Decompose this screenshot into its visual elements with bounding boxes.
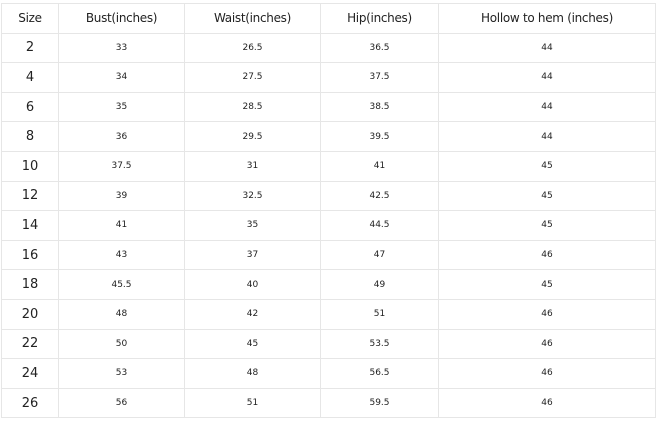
cell-hip: 47 bbox=[320, 239, 439, 271]
cell-hollow-to-hem: 44 bbox=[438, 32, 656, 64]
cell-hip: 59.5 bbox=[320, 387, 439, 419]
cell-size: 10 bbox=[1, 150, 59, 182]
cell-size: 4 bbox=[1, 62, 59, 93]
cell-bust: 34 bbox=[58, 62, 185, 93]
cell-hip: 42.5 bbox=[320, 180, 439, 212]
cell-size: 16 bbox=[1, 239, 59, 271]
cell-hip: 37.5 bbox=[320, 62, 439, 93]
cell-size: 14 bbox=[1, 210, 59, 241]
table-row: 2 33 26.5 36.5 44 bbox=[1, 32, 656, 64]
table-row: 18 45.5 40 49 45 bbox=[1, 269, 656, 300]
column-header-hollow-to-hem: Hollow to hem (inches) bbox=[438, 3, 656, 34]
cell-hip: 56.5 bbox=[320, 358, 439, 389]
cell-bust: 56 bbox=[58, 387, 185, 419]
cell-bust: 48 bbox=[58, 298, 185, 330]
cell-bust: 50 bbox=[58, 328, 185, 360]
header-row: Size Bust(inches) Waist(inches) Hip(inches)… bbox=[1, 3, 656, 34]
size-chart-table: Size Bust(inches) Waist(inches) Hip(inches)… bbox=[1, 3, 656, 419]
cell-hip: 38.5 bbox=[320, 91, 439, 123]
cell-waist: 27.5 bbox=[184, 62, 321, 93]
cell-hollow-to-hem: 44 bbox=[438, 121, 656, 152]
cell-waist: 37 bbox=[184, 239, 321, 271]
cell-hollow-to-hem: 45 bbox=[438, 269, 656, 300]
table-row: 24 53 48 56.5 46 bbox=[1, 358, 656, 389]
table-row: 4 34 27.5 37.5 44 bbox=[1, 62, 656, 93]
table-row: 22 50 45 53.5 46 bbox=[1, 328, 656, 360]
table-row: 6 35 28.5 38.5 44 bbox=[1, 91, 656, 123]
cell-hollow-to-hem: 45 bbox=[438, 180, 656, 212]
cell-waist: 29.5 bbox=[184, 121, 321, 152]
table-row: 20 48 42 51 46 bbox=[1, 298, 656, 330]
table-row: 8 36 29.5 39.5 44 bbox=[1, 121, 656, 152]
cell-waist: 51 bbox=[184, 387, 321, 419]
cell-size: 8 bbox=[1, 121, 59, 152]
cell-hip: 51 bbox=[320, 298, 439, 330]
cell-waist: 48 bbox=[184, 358, 321, 389]
table-row: 16 43 37 47 46 bbox=[1, 239, 656, 271]
cell-bust: 33 bbox=[58, 32, 185, 64]
table-row: 12 39 32.5 42.5 45 bbox=[1, 180, 656, 212]
cell-hollow-to-hem: 44 bbox=[438, 62, 656, 93]
cell-hip: 49 bbox=[320, 269, 439, 300]
cell-size: 24 bbox=[1, 358, 59, 389]
cell-hip: 44.5 bbox=[320, 210, 439, 241]
cell-bust: 41 bbox=[58, 210, 185, 241]
cell-size: 18 bbox=[1, 269, 59, 300]
cell-hollow-to-hem: 45 bbox=[438, 210, 656, 241]
cell-bust: 39 bbox=[58, 180, 185, 212]
cell-waist: 40 bbox=[184, 269, 321, 300]
cell-waist: 42 bbox=[184, 298, 321, 330]
cell-hip: 39.5 bbox=[320, 121, 439, 152]
column-header-size: Size bbox=[1, 3, 59, 34]
cell-hollow-to-hem: 46 bbox=[438, 298, 656, 330]
cell-bust: 45.5 bbox=[58, 269, 185, 300]
cell-waist: 31 bbox=[184, 150, 321, 182]
cell-hollow-to-hem: 46 bbox=[438, 239, 656, 271]
cell-waist: 26.5 bbox=[184, 32, 321, 64]
cell-hip: 36.5 bbox=[320, 32, 439, 64]
cell-hip: 53.5 bbox=[320, 328, 439, 360]
cell-hollow-to-hem: 44 bbox=[438, 91, 656, 123]
cell-bust: 53 bbox=[58, 358, 185, 389]
table-row: 10 37.5 31 41 45 bbox=[1, 150, 656, 182]
cell-bust: 37.5 bbox=[58, 150, 185, 182]
cell-waist: 45 bbox=[184, 328, 321, 360]
cell-waist: 32.5 bbox=[184, 180, 321, 212]
cell-size: 22 bbox=[1, 328, 59, 360]
cell-waist: 35 bbox=[184, 210, 321, 241]
cell-hollow-to-hem: 46 bbox=[438, 387, 656, 419]
cell-size: 26 bbox=[1, 387, 59, 419]
cell-waist: 28.5 bbox=[184, 91, 321, 123]
table-row: 14 41 35 44.5 45 bbox=[1, 210, 656, 241]
cell-hip: 41 bbox=[320, 150, 439, 182]
column-header-bust: Bust(inches) bbox=[58, 3, 185, 34]
cell-size: 12 bbox=[1, 180, 59, 212]
cell-size: 20 bbox=[1, 298, 59, 330]
cell-hollow-to-hem: 45 bbox=[438, 150, 656, 182]
cell-size: 6 bbox=[1, 91, 59, 123]
column-header-waist: Waist(inches) bbox=[184, 3, 321, 34]
table-row: 26 56 51 59.5 46 bbox=[1, 387, 656, 419]
cell-bust: 35 bbox=[58, 91, 185, 123]
cell-hollow-to-hem: 46 bbox=[438, 328, 656, 360]
cell-size: 2 bbox=[1, 32, 59, 64]
column-header-hip: Hip(inches) bbox=[320, 3, 439, 34]
cell-bust: 43 bbox=[58, 239, 185, 271]
cell-hollow-to-hem: 46 bbox=[438, 358, 656, 389]
cell-bust: 36 bbox=[58, 121, 185, 152]
